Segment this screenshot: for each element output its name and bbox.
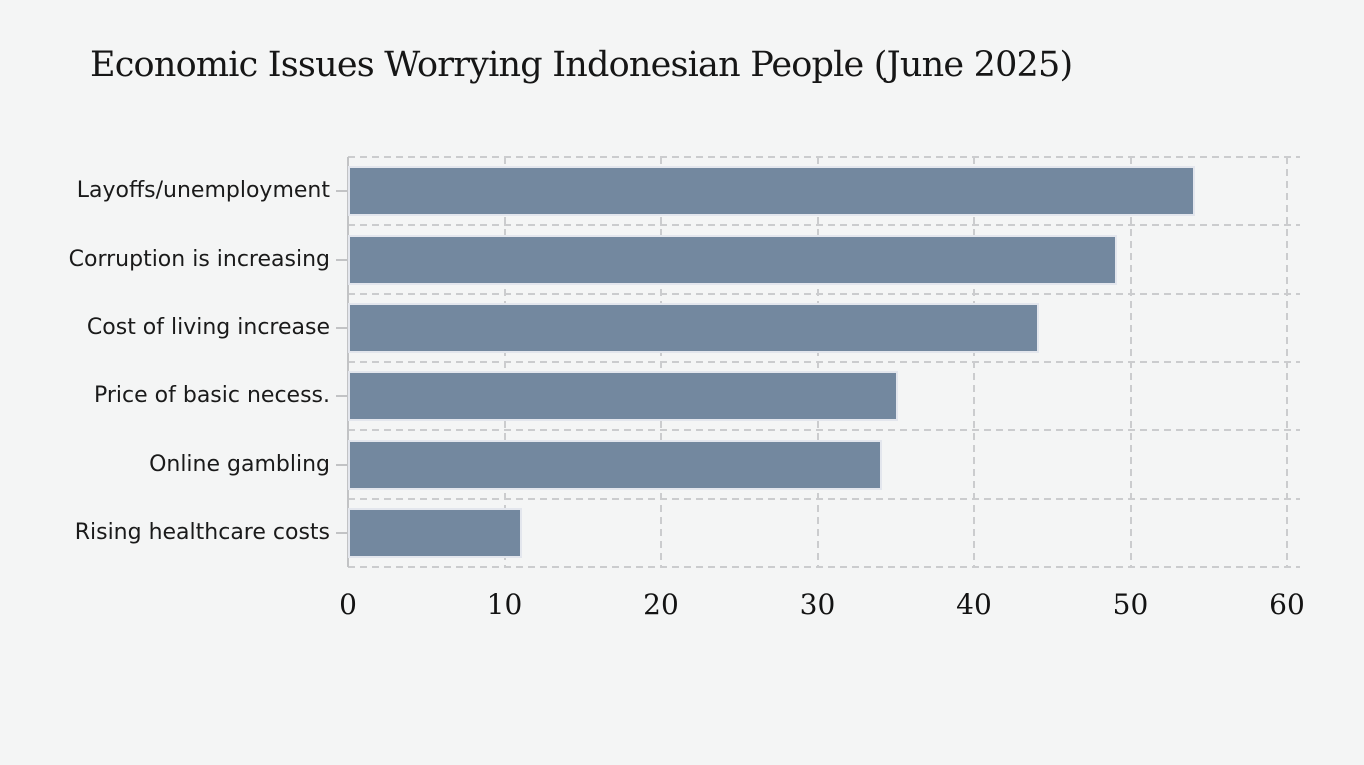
x-tick-label: 10 (486, 588, 523, 621)
y-tick-label: Corruption is increasing (68, 246, 330, 272)
x-tick-label: 50 (1112, 588, 1149, 621)
bar (348, 507, 523, 558)
y-tick-label: Rising healthcare costs (74, 519, 330, 545)
y-tick-mark (336, 463, 348, 466)
chart-title: Economic Issues Worrying Indonesian Peop… (90, 45, 1073, 85)
y-tick-label: Price of basic necess. (94, 383, 330, 409)
x-tick-label: 30 (799, 588, 836, 621)
x-tick-label: 60 (1269, 588, 1305, 621)
y-tick-mark (336, 190, 348, 193)
y-tick-mark (336, 531, 348, 534)
bar (348, 234, 1117, 285)
bar (348, 302, 1039, 353)
bar (348, 371, 898, 422)
y-tick-mark (336, 395, 348, 398)
y-gridline (348, 292, 1300, 295)
plot-area (336, 156, 1300, 568)
y-gridline (348, 497, 1300, 500)
x-tick-label: 20 (643, 588, 679, 621)
y-gridline (348, 224, 1300, 227)
y-gridline (348, 566, 1300, 568)
y-tick-mark (336, 326, 348, 329)
bar (348, 439, 883, 490)
y-tick-label: Online gambling (149, 451, 330, 477)
y-tick-label: Cost of living increase (86, 314, 330, 340)
y-gridline (348, 156, 1300, 158)
y-axis-spine (347, 157, 349, 567)
bar (348, 166, 1196, 217)
y-tick-label: Layoffs/unemployment (76, 178, 330, 204)
x-tick-label: 40 (956, 588, 992, 621)
x-tick-label: 0 (339, 588, 357, 621)
y-gridline (348, 429, 1300, 432)
y-gridline (348, 361, 1300, 363)
y-tick-mark (336, 258, 348, 261)
